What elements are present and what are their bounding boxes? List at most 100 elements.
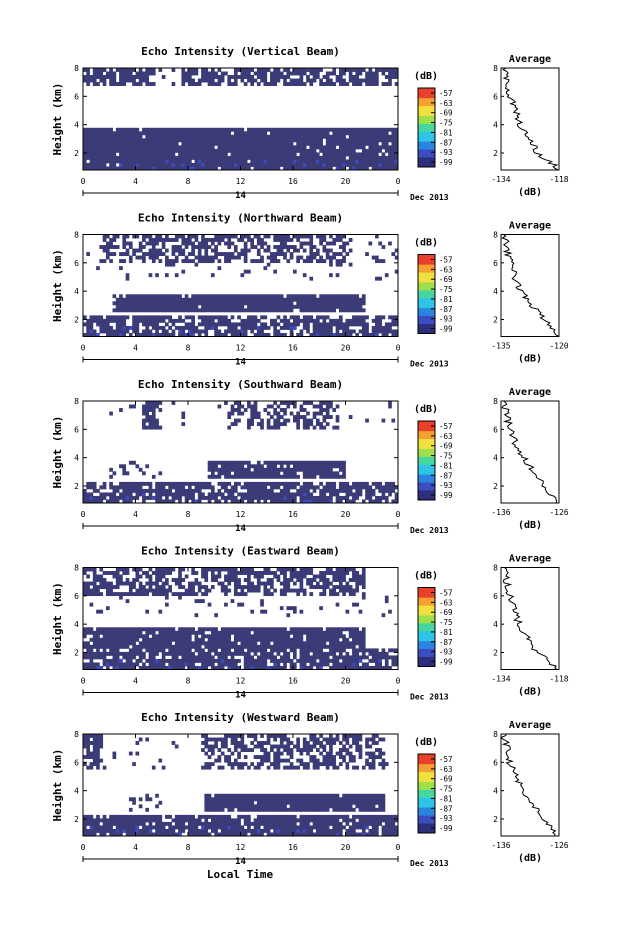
heatmap-cell bbox=[296, 315, 300, 320]
heatmap-cell bbox=[270, 488, 274, 493]
heatmap-cell bbox=[384, 273, 389, 278]
heatmap-cell bbox=[227, 301, 232, 306]
heatmap-cell bbox=[102, 581, 107, 586]
heatmap-cell bbox=[332, 82, 337, 86]
heatmap-cell bbox=[375, 325, 379, 330]
heatmap-cell bbox=[194, 245, 199, 249]
heatmap-cell bbox=[247, 78, 251, 83]
heatmap-cell bbox=[138, 82, 143, 86]
heatmap-cell bbox=[348, 304, 353, 309]
heatmap-cell bbox=[237, 592, 241, 597]
heatmap-cell bbox=[178, 294, 182, 299]
heatmap-cell bbox=[345, 241, 350, 246]
heatmap-cell bbox=[214, 152, 218, 157]
heatmap-cell bbox=[145, 571, 150, 575]
heatmap-cell bbox=[96, 134, 100, 139]
heatmap-cell bbox=[243, 82, 248, 86]
heatmap-cell bbox=[171, 68, 176, 72]
heatmap-cell bbox=[119, 332, 123, 337]
heatmap-cell bbox=[276, 415, 281, 419]
heatmap-cell bbox=[230, 322, 235, 327]
heatmap-cell bbox=[312, 499, 317, 504]
heatmap-cell bbox=[273, 145, 277, 150]
heatmap-cell bbox=[309, 127, 314, 132]
heatmap-cell bbox=[296, 148, 300, 153]
heatmap-cell bbox=[312, 148, 317, 153]
heatmap-cell bbox=[155, 662, 159, 667]
heatmap-cell bbox=[306, 318, 310, 323]
heatmap-cell bbox=[306, 581, 310, 586]
heatmap-cell bbox=[338, 134, 343, 139]
heatmap-cell bbox=[148, 315, 153, 320]
heatmap-cell bbox=[309, 332, 314, 337]
heatmap-cell bbox=[319, 325, 323, 330]
heatmap-cell bbox=[214, 166, 218, 171]
heatmap-cell bbox=[270, 255, 274, 260]
heatmap-cell bbox=[132, 641, 136, 646]
heatmap-cell bbox=[148, 166, 153, 171]
heatmap-cell bbox=[240, 148, 245, 153]
heatmap-cell bbox=[358, 127, 363, 132]
heatmap-cell bbox=[388, 241, 392, 246]
heatmap-cell bbox=[145, 588, 150, 593]
heatmap-cell bbox=[214, 234, 218, 239]
heatmap-cell bbox=[329, 255, 333, 260]
heatmap-cell bbox=[384, 332, 389, 337]
heatmap-cell bbox=[283, 166, 287, 171]
heatmap-cell bbox=[358, 78, 363, 83]
heatmap-cell bbox=[99, 159, 104, 164]
heatmap-cell bbox=[378, 322, 382, 327]
heatmap-cell bbox=[299, 485, 304, 490]
heatmap-cell bbox=[253, 492, 258, 497]
heatmap-cell bbox=[240, 471, 245, 476]
heatmap-cell bbox=[309, 162, 314, 167]
heatmap-cell bbox=[279, 294, 284, 299]
heatmap-cell bbox=[145, 401, 150, 405]
heatmap-cell bbox=[306, 665, 310, 670]
heatmap-cell bbox=[276, 329, 281, 334]
heatmap-cell bbox=[388, 325, 392, 330]
heatmap-cell bbox=[201, 234, 205, 239]
heatmap-cell bbox=[132, 592, 136, 597]
heatmap-cell bbox=[309, 78, 314, 83]
heatmap-cell bbox=[273, 294, 277, 299]
heatmap-cell bbox=[201, 585, 205, 590]
heatmap-cell bbox=[332, 485, 337, 490]
heatmap-cell bbox=[279, 325, 284, 330]
heatmap-cell bbox=[250, 655, 255, 660]
heatmap-cell bbox=[306, 474, 310, 479]
heatmap-cell bbox=[293, 162, 297, 167]
heatmap-cell bbox=[83, 499, 87, 504]
heatmap-cell bbox=[227, 415, 232, 419]
heatmap-cell bbox=[256, 252, 261, 257]
heatmap-cell bbox=[237, 492, 241, 497]
heatmap-cell bbox=[148, 658, 153, 663]
heatmap-cell bbox=[263, 75, 268, 79]
heatmap-cell bbox=[214, 460, 218, 465]
heatmap-cell bbox=[315, 166, 320, 171]
heatmap-cell bbox=[279, 401, 284, 405]
heatmap-cell bbox=[299, 637, 304, 642]
heatmap-cell bbox=[309, 68, 314, 72]
colorbar-segment bbox=[418, 456, 435, 459]
heatmap-cell bbox=[224, 471, 228, 476]
heatmap-cell bbox=[184, 308, 189, 313]
heatmap-cell bbox=[89, 148, 94, 153]
heatmap-cell bbox=[155, 658, 159, 663]
heatmap-cell bbox=[332, 141, 337, 146]
heatmap-cell bbox=[355, 78, 360, 83]
heatmap-cell bbox=[279, 630, 284, 635]
heatmap-cell bbox=[135, 574, 140, 579]
heatmap-cell bbox=[365, 155, 369, 160]
heatmap-cell bbox=[306, 78, 310, 83]
heatmap-cell bbox=[345, 138, 350, 143]
colorbar-segment bbox=[418, 163, 435, 166]
heatmap-cell bbox=[207, 152, 212, 157]
heatmap-cell bbox=[119, 658, 123, 663]
heatmap-cell bbox=[142, 252, 146, 257]
heatmap-cell bbox=[207, 322, 212, 327]
heatmap-cell bbox=[161, 325, 166, 330]
heatmap-cell bbox=[375, 318, 379, 323]
colorbar-segment bbox=[418, 468, 435, 471]
heatmap-cell bbox=[384, 148, 389, 153]
